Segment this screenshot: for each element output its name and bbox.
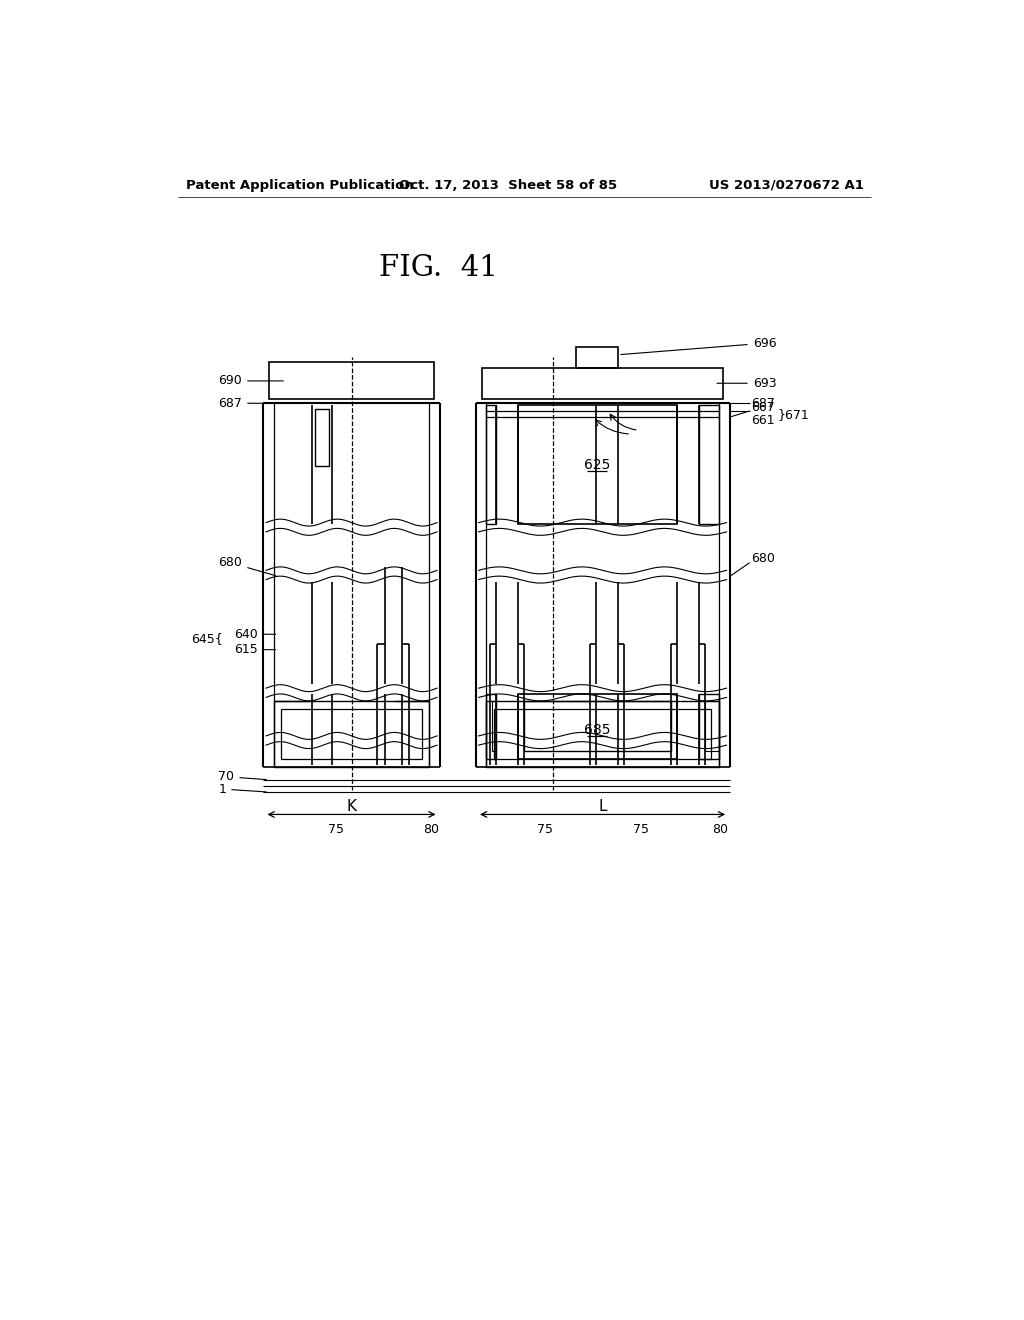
Text: US 2013/0270672 A1: US 2013/0270672 A1 [709,178,863,191]
Text: 696: 696 [621,337,776,355]
Text: 690: 690 [218,375,284,388]
Bar [698,405,719,524]
Text: K: K [346,799,356,814]
Bar [481,368,724,399]
Text: FIG.  41: FIG. 41 [379,253,498,281]
Bar [315,409,330,466]
Bar [524,701,671,751]
Text: 667: 667 [752,401,775,414]
Text: 75: 75 [633,824,649,837]
Text: 685: 685 [584,723,610,737]
Bar [269,363,434,399]
Text: 687: 687 [752,397,775,409]
Bar [486,405,497,524]
Bar [705,701,719,751]
Text: 75: 75 [328,824,344,837]
Bar [273,701,429,767]
Text: 70: 70 [218,770,266,783]
Bar [575,347,617,368]
Text: 80: 80 [423,824,439,837]
Text: }671: }671 [777,408,809,421]
Bar [698,693,719,759]
Bar [486,693,497,759]
Text: Patent Application Publication: Patent Application Publication [186,178,414,191]
Text: 75: 75 [537,824,553,837]
Bar [486,701,719,767]
Text: 687: 687 [218,397,275,409]
Text: 1: 1 [218,783,266,796]
Text: 615: 615 [233,643,275,656]
Bar [282,709,422,759]
Bar [494,709,711,759]
Text: 680: 680 [752,552,775,565]
Text: 661: 661 [752,413,775,426]
Bar [518,693,677,759]
Text: 645{: 645{ [191,631,223,644]
Text: L: L [598,799,607,814]
Bar [493,701,497,751]
Text: Oct. 17, 2013  Sheet 58 of 85: Oct. 17, 2013 Sheet 58 of 85 [398,178,616,191]
Text: 80: 80 [713,824,728,837]
Text: 625: 625 [584,458,610,471]
Text: 680: 680 [218,556,275,576]
Text: 693: 693 [717,376,776,389]
Text: 640: 640 [233,628,275,640]
Bar [518,405,677,524]
